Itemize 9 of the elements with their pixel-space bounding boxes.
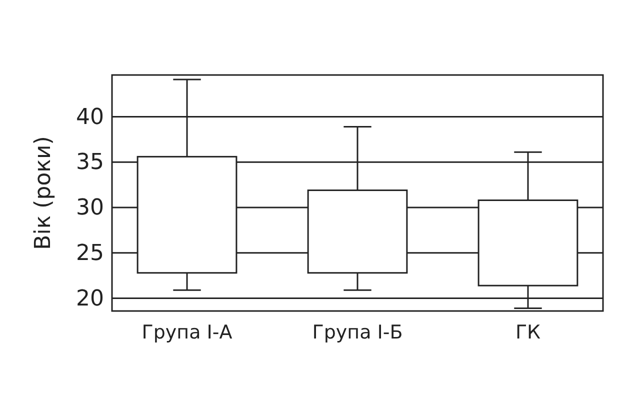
x-tick-label: Група І-Б xyxy=(312,321,403,344)
y-tick-label: 40 xyxy=(76,104,104,130)
y-tick-label: 30 xyxy=(76,196,104,221)
y-tick-label: 20 xyxy=(76,286,104,312)
y-axis-title: Вік (роки) xyxy=(31,136,56,250)
y-tick-label: 25 xyxy=(76,240,104,266)
y-tick-label: 35 xyxy=(76,150,104,176)
x-tick-label: ГК xyxy=(515,321,542,344)
x-tick-label: Група І-А xyxy=(142,321,232,344)
